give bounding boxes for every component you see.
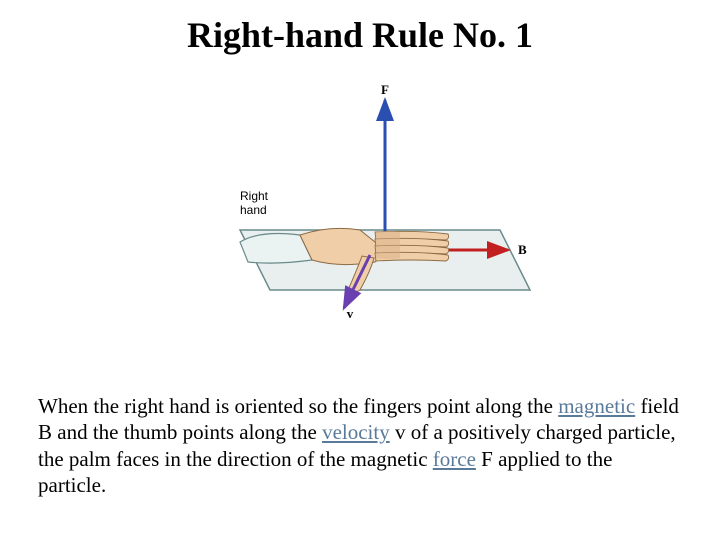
slide: Right-hand Rule No. 1 F Bv Righthand When … — [0, 0, 720, 540]
caption-link[interactable]: force — [433, 447, 476, 471]
force-label: F — [381, 82, 389, 97]
velocity-label: v — [347, 306, 354, 320]
caption-link[interactable]: magnetic — [558, 394, 635, 418]
caption-text: When the right hand is oriented so the f… — [38, 393, 682, 498]
figure-svg: F Bv Righthand — [180, 80, 540, 320]
hand-label-line2: hand — [240, 203, 267, 217]
caption-link[interactable]: velocity — [322, 420, 390, 444]
right-hand-rule-figure: F Bv Righthand — [180, 80, 540, 320]
hand-label-line1: Right — [240, 189, 269, 203]
slide-title: Right-hand Rule No. 1 — [0, 0, 720, 60]
figure-container: F Bv Righthand — [0, 80, 720, 320]
magnetic-field-label: B — [518, 242, 527, 257]
caption-fragment: When the right hand is oriented so the f… — [38, 394, 558, 418]
hand-shade — [376, 231, 400, 259]
